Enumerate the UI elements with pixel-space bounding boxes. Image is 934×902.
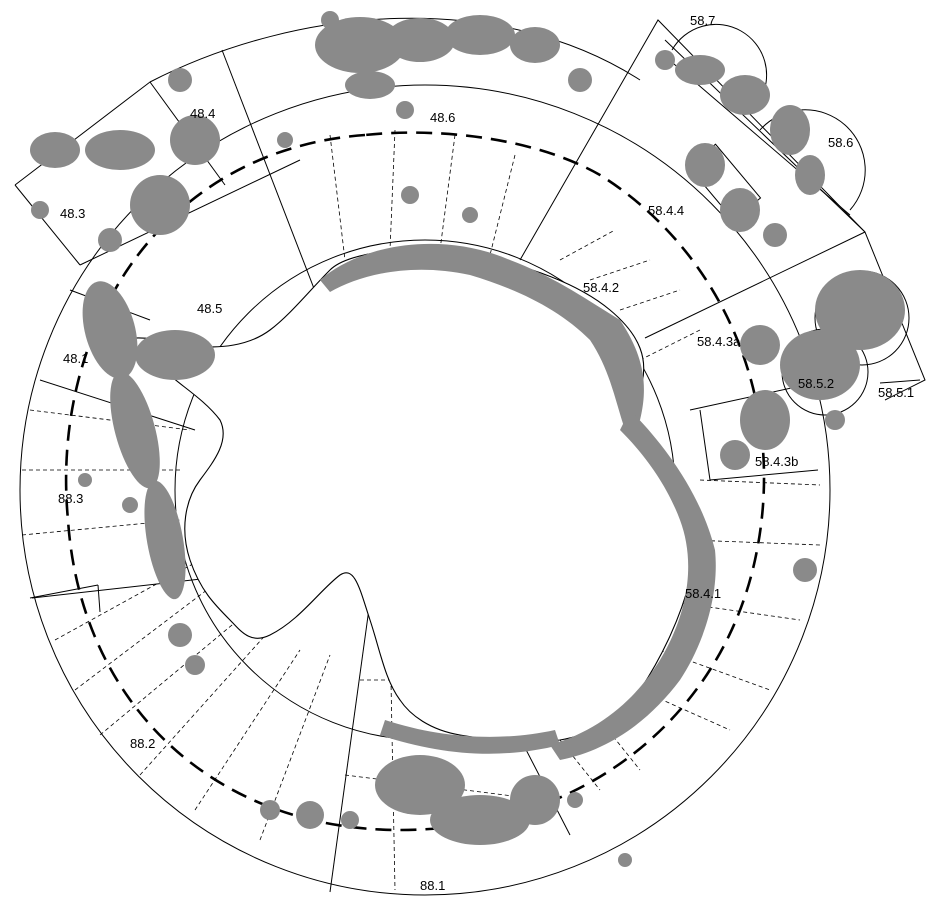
label-48-3: 48.3: [60, 206, 85, 221]
label-88-1: 88.1: [420, 878, 445, 893]
label-48-4: 48.4: [190, 106, 215, 121]
label-88-2: 88.2: [130, 736, 155, 751]
label-58-4-4: 58.4.4: [648, 203, 684, 218]
label-58-4-1: 58.4.1: [685, 586, 721, 601]
label-58-6: 58.6: [828, 135, 853, 150]
label-88-3: 88.3: [58, 491, 83, 506]
label-58-4-2: 58.4.2: [583, 280, 619, 295]
area-labels: 58.7 58.6 48.4 48.6 48.3 58.4.4 58.4.2 4…: [58, 13, 914, 893]
label-58-5-1: 58.5.1: [878, 385, 914, 400]
label-48-6: 48.6: [430, 110, 455, 125]
label-48-5: 48.5: [197, 301, 222, 316]
label-58-4-3a: 58.4.3a: [697, 334, 741, 349]
label-58-5-2: 58.5.2: [798, 376, 834, 391]
label-58-4-3b: 58.4.3b: [755, 454, 798, 469]
label-58-7: 58.7: [690, 13, 715, 28]
observation-points: [30, 11, 905, 867]
label-48-1: 48.1: [63, 351, 88, 366]
